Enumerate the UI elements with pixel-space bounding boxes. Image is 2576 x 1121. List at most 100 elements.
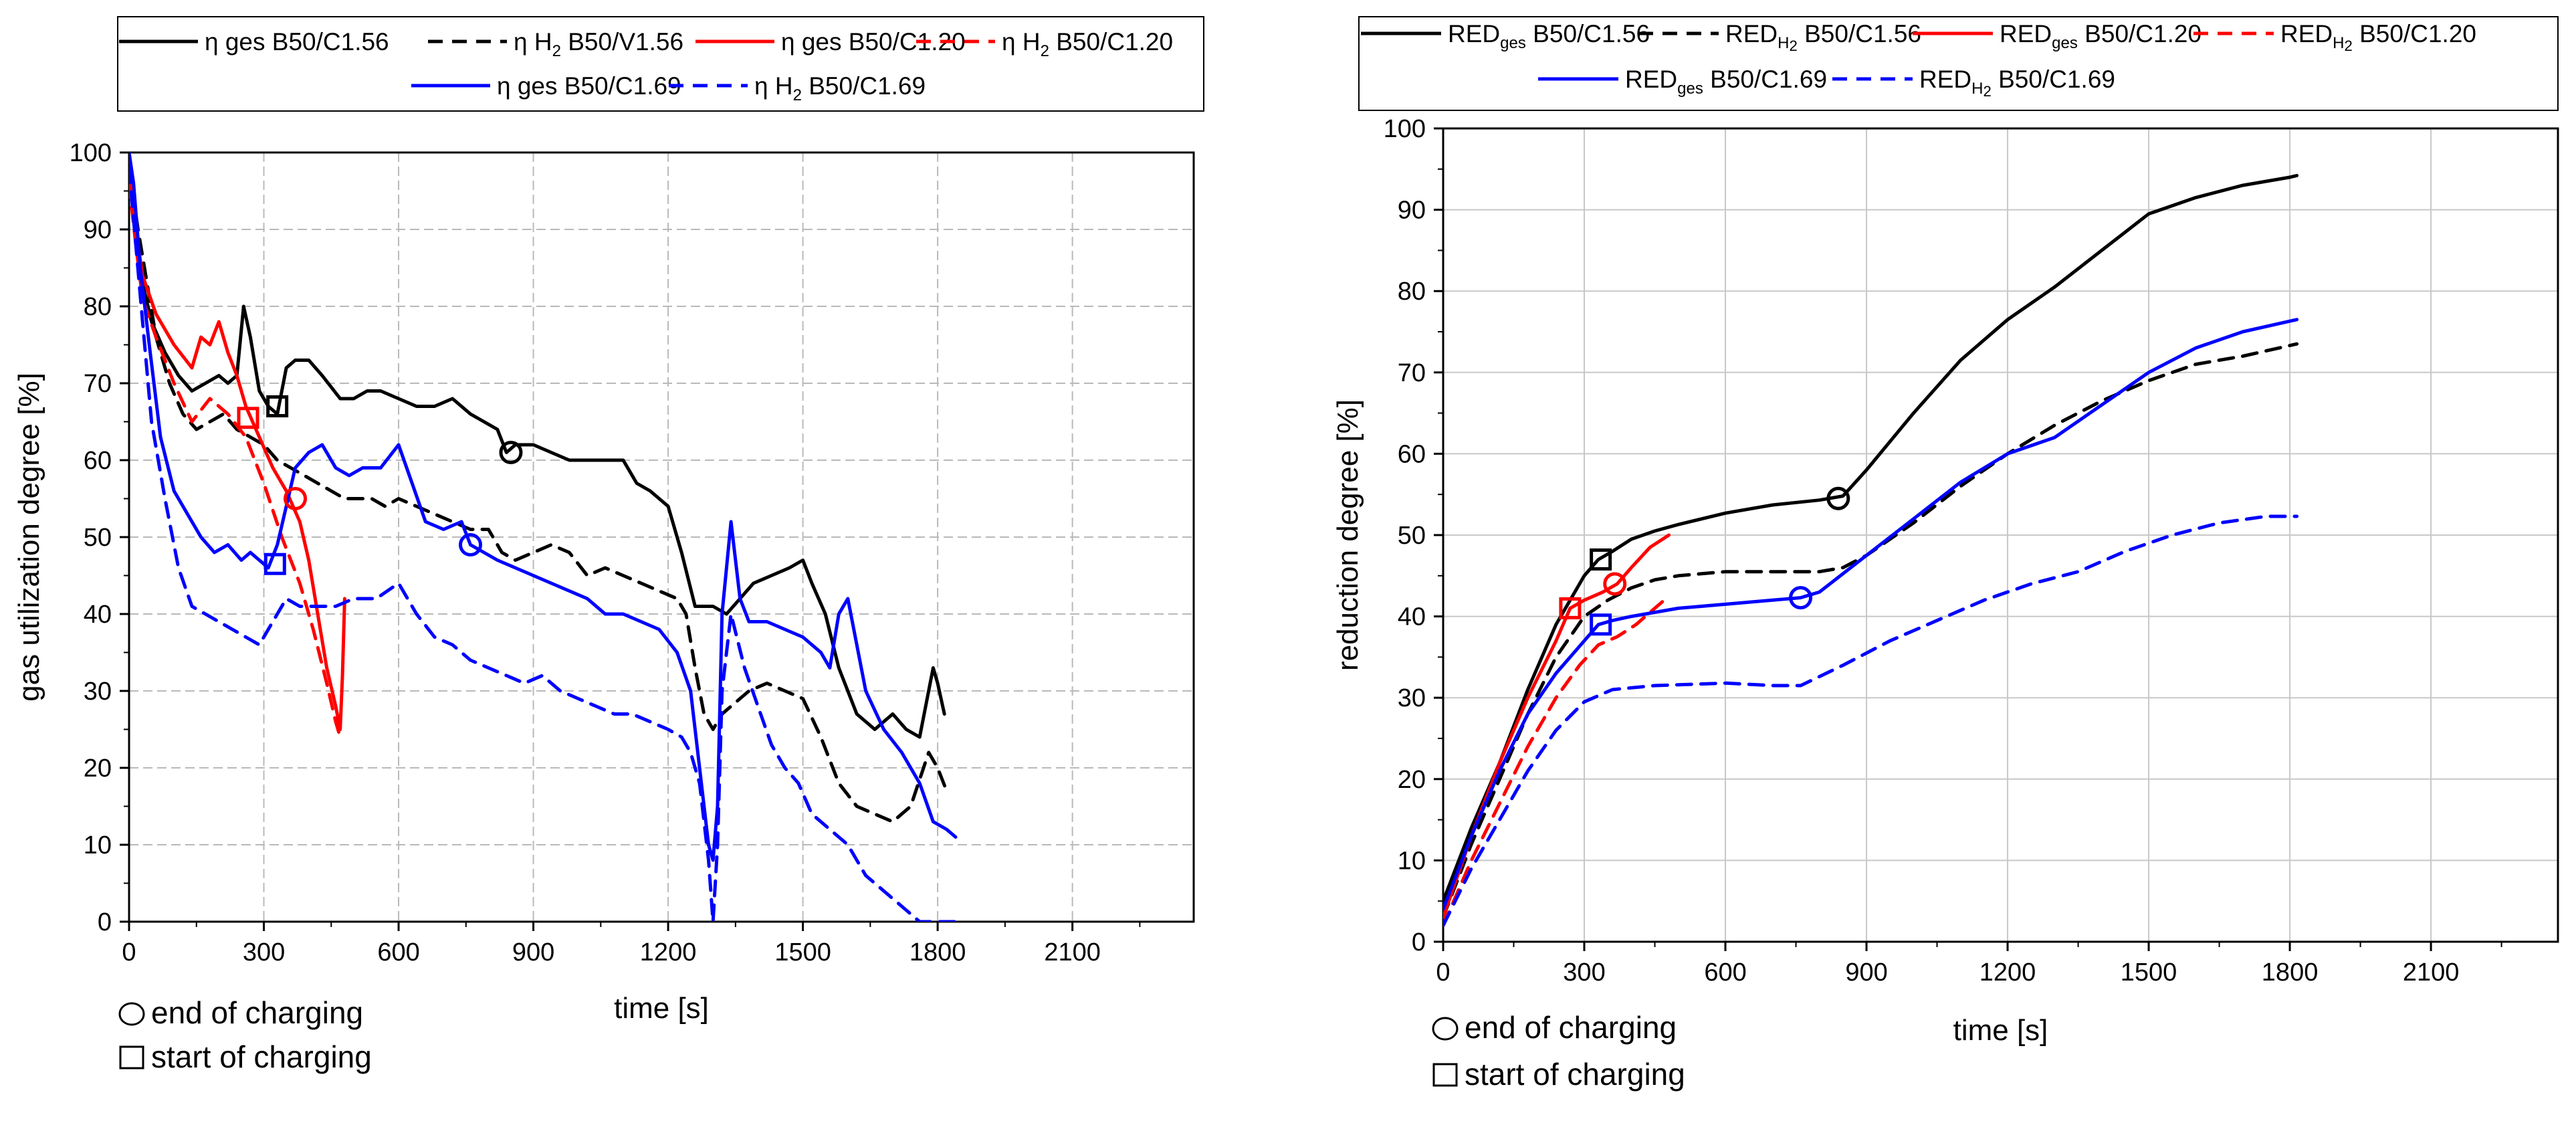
legend: η ges B50/C1.56 η H2 B50/V1.56 η ges B50/C… xyxy=(117,16,1204,112)
y-tick-label: 30 xyxy=(84,678,112,706)
start-of-charging-marker xyxy=(1590,613,1612,636)
x-tick-label: 600 xyxy=(377,938,419,966)
x-tick-label: 2100 xyxy=(2403,958,2460,987)
x-tick-label: 300 xyxy=(243,938,285,966)
series-line-ges169 xyxy=(129,152,958,862)
y-axis-label: reduction degree [%] xyxy=(1331,399,1364,671)
series-line-red_ges120 xyxy=(1443,533,1671,919)
series-line-h2120 xyxy=(129,181,342,739)
x-tick-label: 900 xyxy=(1845,958,1887,987)
end-of-charging-marker xyxy=(284,487,308,510)
start-of-charging-marker xyxy=(266,395,289,417)
y-tick-label: 20 xyxy=(84,754,112,783)
charging-notes: end of charging start of charging xyxy=(1432,1010,1685,1092)
x-tick-label: 900 xyxy=(512,938,554,966)
legend-label-ges169: η ges B50/C1.69 xyxy=(497,72,681,100)
x-tick-label: 1200 xyxy=(1979,958,2036,987)
y-tick-label: 60 xyxy=(1398,440,1426,468)
ticks: 0 300 600 900 1200 1500 1800 2100 0 10 20 30 40 50 60 7… xyxy=(70,139,1141,966)
start-of-charging-marker xyxy=(263,552,286,575)
y-tick-label: 0 xyxy=(1412,928,1426,956)
end-of-charging-marker xyxy=(1826,486,1850,510)
series-group xyxy=(129,152,958,922)
y-tick-label: 70 xyxy=(84,370,112,398)
x-tick-label: 2100 xyxy=(1044,938,1101,966)
y-tick-label: 80 xyxy=(1398,278,1426,306)
note-circle-symbol xyxy=(1432,1017,1459,1041)
y-tick-label: 50 xyxy=(84,524,112,552)
note-end-of-charging: end of charging xyxy=(1465,1010,1677,1045)
series-line-red_ges169 xyxy=(1443,318,2299,911)
y-tick-label: 100 xyxy=(70,139,112,167)
series-line-red_h2156 xyxy=(1443,342,2299,919)
x-tick-label: 1500 xyxy=(774,938,831,966)
y-tick-label: 0 xyxy=(98,908,112,936)
gas-utilization-chart: 0 300 600 900 1200 1500 1800 2100 0 10 20 30 40 50 60 7… xyxy=(13,16,1204,1074)
x-tick-label: 600 xyxy=(1704,958,1746,987)
y-tick-label: 10 xyxy=(84,831,112,859)
note-end-of-charging: end of charging xyxy=(151,995,363,1030)
x-tick-label: 0 xyxy=(1436,958,1450,987)
end-of-charging-marker xyxy=(1603,572,1627,596)
charging-notes: end of charging start of charging xyxy=(118,995,372,1074)
x-tick-label: 1800 xyxy=(909,938,966,966)
y-tick-label: 80 xyxy=(84,293,112,321)
ticks: 0 300 600 900 1200 1500 1800 2100 0 10 20 30 40 50 60 7… xyxy=(1384,115,2502,987)
y-tick-label: 50 xyxy=(1398,522,1426,550)
grid xyxy=(129,152,1194,922)
start-of-charging-marker xyxy=(1590,548,1612,571)
legend-label-red_h2120: REDH2 B50/C1.20 xyxy=(2280,20,2476,54)
legend-label-red_ges169: REDges B50/C1.69 xyxy=(1625,66,1827,98)
end-of-charging-marker xyxy=(499,441,523,464)
start-of-charging-marker xyxy=(237,407,259,429)
legend-label-red_ges156: REDges B50/C1.56 xyxy=(1448,20,1650,52)
series-line-ges120 xyxy=(129,166,346,731)
x-tick-label: 0 xyxy=(122,938,136,966)
y-axis-label: gas utilization degree [%] xyxy=(13,373,45,702)
series-line-h2156 xyxy=(129,166,948,823)
x-tick-label: 1500 xyxy=(2121,958,2177,987)
y-tick-label: 40 xyxy=(84,601,112,629)
y-tick-label: 40 xyxy=(1398,603,1426,631)
legend-label-red_ges120: REDges B50/C1.20 xyxy=(2000,20,2202,52)
series-line-red_h2120 xyxy=(1443,594,1671,928)
markers xyxy=(1559,486,1850,636)
y-tick-label: 100 xyxy=(1384,115,1426,143)
legend-label-h2120: η H2 B50/C1.20 xyxy=(1002,28,1173,60)
series-line-red_ges156 xyxy=(1443,174,2299,903)
note-square-symbol xyxy=(1432,1063,1458,1087)
series-line-red_h2169 xyxy=(1443,514,2299,928)
start-of-charging-marker xyxy=(1559,597,1582,619)
legend: REDges B50/C1.56 REDH2 B50/C1.56 REDges B5… xyxy=(1358,16,2559,111)
y-tick-label: 90 xyxy=(84,216,112,244)
legend-label-ges156: η ges B50/C1.56 xyxy=(205,28,389,56)
end-of-charging-marker xyxy=(1789,586,1813,610)
y-tick-label: 70 xyxy=(1398,359,1426,387)
x-axis-label: time [s] xyxy=(1953,1014,2048,1047)
x-tick-label: 300 xyxy=(1563,958,1605,987)
y-tick-label: 20 xyxy=(1398,766,1426,794)
grid xyxy=(1443,128,2558,942)
legend-label-red_h2156: REDH2 B50/C1.56 xyxy=(1725,20,1921,54)
legend-box xyxy=(117,16,1204,112)
note-start-of-charging: start of charging xyxy=(1465,1057,1685,1092)
legend-label-h2156: η H2 B50/V1.56 xyxy=(514,28,683,60)
series-line-ges156 xyxy=(129,159,946,739)
series-line-h2169 xyxy=(129,166,958,922)
note-square-symbol xyxy=(119,1045,144,1069)
y-tick-label: 10 xyxy=(1398,847,1426,875)
x-tick-label: 1200 xyxy=(640,938,697,966)
note-circle-symbol xyxy=(118,1002,145,1026)
x-axis-label: time [s] xyxy=(614,992,709,1025)
legend-label-h2169: η H2 B50/C1.69 xyxy=(754,72,926,104)
x-tick-label: 1800 xyxy=(2262,958,2319,987)
reduction-degree-chart: 0 300 600 900 1200 1500 1800 2100 0 10 20 30 40 50 60 7… xyxy=(1331,16,2559,1092)
y-tick-label: 30 xyxy=(1398,684,1426,712)
y-tick-label: 60 xyxy=(84,447,112,475)
legend-label-ges120: η ges B50/C1.20 xyxy=(781,28,966,56)
series-group xyxy=(1443,174,2299,928)
end-of-charging-marker xyxy=(459,533,483,556)
legend-label-red_h2169: REDH2 B50/C1.69 xyxy=(1919,66,2115,100)
note-start-of-charging: start of charging xyxy=(151,1039,372,1074)
